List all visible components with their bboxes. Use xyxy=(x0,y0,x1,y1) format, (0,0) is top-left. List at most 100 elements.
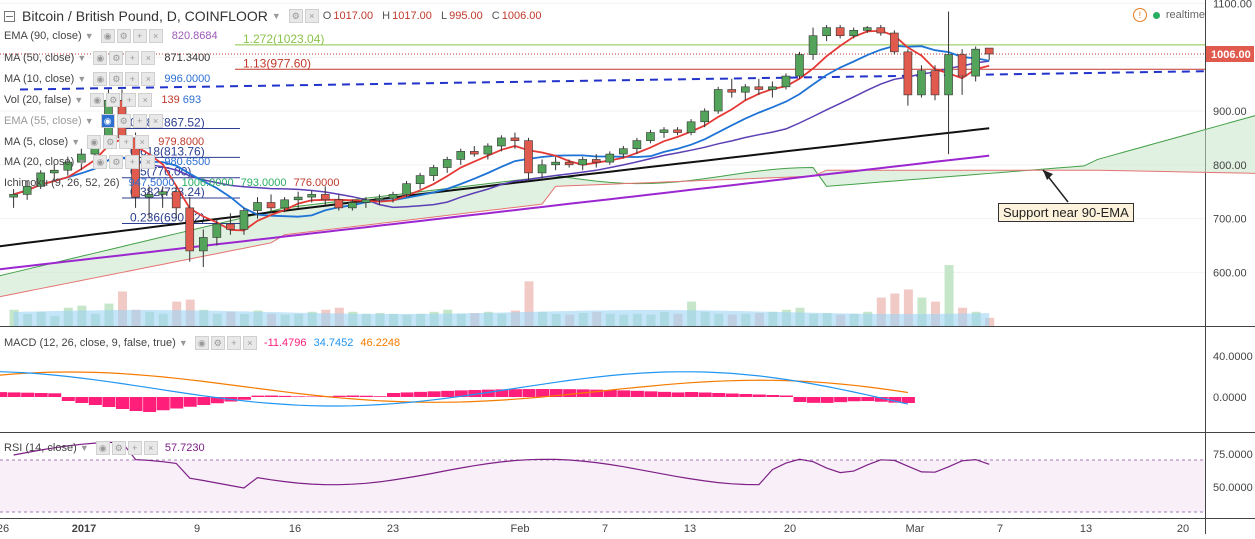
indicator-ma50[interactable]: MA (50, close) ▼ ◉ ⚙ + × 871.3400 xyxy=(4,51,211,66)
chevron-down-icon[interactable]: ▼ xyxy=(74,95,84,105)
chevron-down-icon[interactable]: ▼ xyxy=(77,157,87,167)
indicator-label: Vol (20, false) xyxy=(4,94,72,106)
chevron-down-icon[interactable]: ▼ xyxy=(77,53,87,63)
macd-histogram-bar xyxy=(251,395,265,397)
chevron-down-icon[interactable]: ▼ xyxy=(84,31,94,41)
close-icon[interactable]: × xyxy=(148,114,163,129)
settings-icon[interactable]: ⚙ xyxy=(109,155,124,170)
eye-icon[interactable]: ◉ xyxy=(100,29,115,44)
low-label: L xyxy=(440,10,448,22)
add-icon[interactable]: + xyxy=(125,72,140,87)
rsi-legend[interactable]: RSI (14, close) ▼ ◉ ⚙ + × 57.7230 xyxy=(4,441,205,456)
settings-icon[interactable]: ⚙ xyxy=(288,9,303,23)
add-icon[interactable]: + xyxy=(125,155,140,170)
chevron-down-icon[interactable]: ▼ xyxy=(71,137,81,147)
settings-icon[interactable]: ⚙ xyxy=(109,72,124,87)
add-icon[interactable]: + xyxy=(119,135,134,150)
macd-histogram-bar xyxy=(427,391,441,397)
indicator-ema90[interactable]: EMA (90, close) ▼ ◉ ⚙ + × 820.8684 xyxy=(4,29,218,44)
chevron-down-icon[interactable]: ▼ xyxy=(79,443,89,453)
macd-histogram-bar xyxy=(34,393,48,397)
legend-buttons: ◉ ⚙ + × xyxy=(93,155,156,170)
settings-icon[interactable]: ⚙ xyxy=(106,93,121,108)
close-icon[interactable]: × xyxy=(141,72,156,87)
close-icon[interactable]: × xyxy=(304,9,319,23)
candle-body xyxy=(957,54,967,77)
macd-legend[interactable]: MACD (12, 26, close, 9, false, true) ▼ ◉… xyxy=(4,336,400,351)
add-icon[interactable]: + xyxy=(226,336,241,351)
add-icon[interactable]: + xyxy=(127,441,142,456)
symbol-title[interactable]: Bitcoin / British Pound, D, COINFLOOR xyxy=(22,8,268,24)
eye-icon[interactable]: ◉ xyxy=(93,51,108,66)
chevron-down-icon[interactable]: ▼ xyxy=(84,116,94,126)
macd-histogram-bar xyxy=(414,391,428,397)
close-icon[interactable]: × xyxy=(242,336,257,351)
chevron-down-icon[interactable]: ▼ xyxy=(77,74,87,84)
macd-histogram-bar xyxy=(332,395,346,397)
legend-buttons: ◉ ⚙ + × xyxy=(87,135,150,150)
eye-off-icon[interactable]: ◉ xyxy=(100,114,115,129)
volume-bar xyxy=(118,291,127,326)
indicator-value: 996.0000 xyxy=(164,73,211,85)
candle-body xyxy=(77,153,86,163)
indicator-ichimoku[interactable]: Ichimoku (9, 26, 52, 26) 947.5000 1006.0… xyxy=(4,176,339,190)
eye-icon[interactable]: ◉ xyxy=(90,93,105,108)
indicator-volume[interactable]: Vol (20, false) ▼ ◉ ⚙ + × 139 693 xyxy=(4,93,201,108)
eye-icon[interactable]: ◉ xyxy=(93,155,108,170)
settings-icon[interactable]: ⚙ xyxy=(103,135,118,150)
candle-body xyxy=(307,194,317,198)
candle-body xyxy=(280,199,289,209)
fib-level-label: 1.272(1023.04) xyxy=(243,32,324,46)
settings-icon[interactable]: ⚙ xyxy=(109,51,124,66)
collapse-icon[interactable] xyxy=(4,10,15,22)
indicator-label: MA (50, close) xyxy=(4,52,75,64)
close-icon[interactable]: × xyxy=(141,155,156,170)
candle-body xyxy=(605,153,615,163)
add-icon[interactable]: + xyxy=(125,51,140,66)
indicator-ma5[interactable]: MA (5, close) ▼ ◉ ⚙ + × 979.8000 xyxy=(4,135,204,150)
settings-icon[interactable]: ⚙ xyxy=(116,114,131,129)
x-tick-label: 9 xyxy=(194,523,200,534)
close-icon[interactable]: × xyxy=(148,29,163,44)
add-icon[interactable]: + xyxy=(132,29,147,44)
volume-bar xyxy=(944,265,954,326)
settings-icon[interactable]: ⚙ xyxy=(210,336,225,351)
candle-body xyxy=(334,199,344,209)
close-icon[interactable]: × xyxy=(143,441,158,456)
indicator-label: Ichimoku (9, 26, 52, 26) xyxy=(4,177,120,189)
eye-icon[interactable]: ◉ xyxy=(95,441,110,456)
macd-histogram-bar xyxy=(847,397,861,402)
settings-icon[interactable]: ⚙ xyxy=(116,29,131,44)
eye-icon[interactable]: ◉ xyxy=(194,336,209,351)
macd-histogram-bar xyxy=(752,394,766,397)
indicator-ma20[interactable]: MA (20, close) ▼ ◉ ⚙ + × 980.6500 xyxy=(4,155,210,170)
x-tick-label: 16 xyxy=(289,523,301,534)
macd-histogram-bar xyxy=(0,392,8,397)
indicator-ma10[interactable]: MA (10, close) ▼ ◉ ⚙ + × 996.0000 xyxy=(4,72,211,87)
macd-histogram-bar xyxy=(712,393,726,397)
macd-histogram-bar xyxy=(766,395,780,397)
eye-icon[interactable]: ◉ xyxy=(93,72,108,87)
close-icon[interactable]: × xyxy=(135,135,150,150)
chevron-down-icon[interactable]: ▼ xyxy=(178,338,188,348)
eye-icon[interactable]: ◉ xyxy=(87,135,102,150)
add-icon[interactable]: + xyxy=(122,93,137,108)
chevron-down-icon[interactable]: ▼ xyxy=(271,11,281,21)
open-label: O xyxy=(322,10,332,22)
macd-histogram-bar xyxy=(522,389,536,397)
rsi-tick-label: 50.0000 xyxy=(1213,482,1253,494)
current-price-tag xyxy=(1206,46,1254,62)
close-icon[interactable]: × xyxy=(141,51,156,66)
indicator-ema55[interactable]: EMA (55, close) ▼ ◉ ⚙ + × xyxy=(4,114,163,129)
candle-body xyxy=(632,140,642,149)
alert-circle-icon[interactable]: ! xyxy=(1132,8,1147,22)
settings-icon[interactable]: ⚙ xyxy=(111,441,126,456)
indicator-value: 871.3400 xyxy=(164,52,211,64)
macd-histogram-bar xyxy=(359,395,373,397)
candle-body xyxy=(700,110,709,123)
close-icon[interactable]: × xyxy=(138,93,153,108)
add-icon[interactable]: + xyxy=(132,114,147,129)
support-annotation[interactable]: Support near 90-EMA xyxy=(998,203,1134,222)
